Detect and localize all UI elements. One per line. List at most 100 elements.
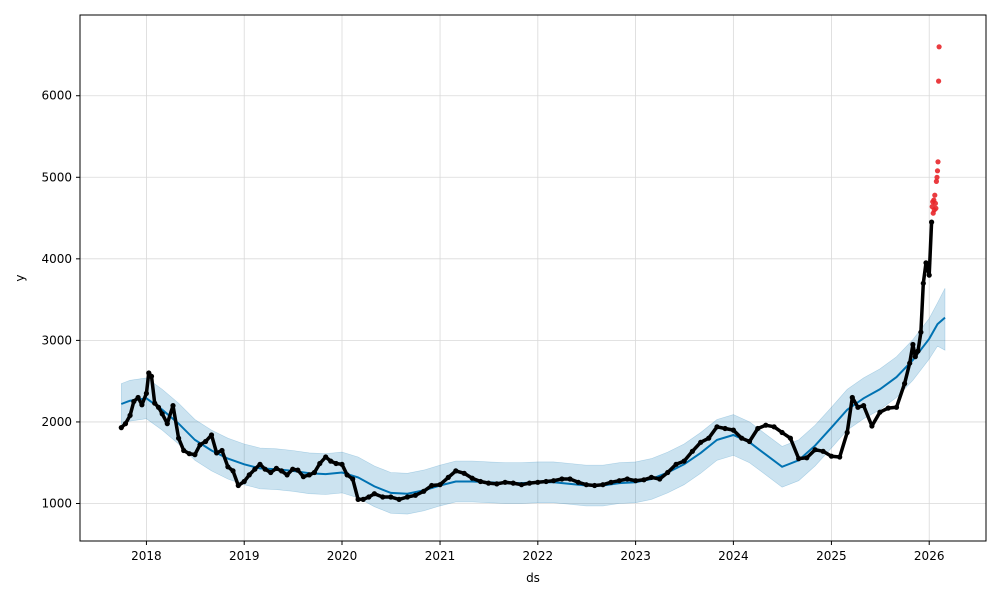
observed-point bbox=[366, 494, 372, 500]
anomaly-point bbox=[932, 200, 939, 206]
observed-point bbox=[641, 477, 647, 483]
observed-point bbox=[551, 478, 557, 484]
observed-point bbox=[388, 494, 394, 500]
observed-point bbox=[849, 394, 855, 401]
observed-point bbox=[412, 492, 418, 498]
observed-point bbox=[583, 482, 589, 488]
observed-point bbox=[616, 478, 622, 484]
observed-point bbox=[910, 341, 916, 348]
y-axis-label: y bbox=[13, 274, 27, 281]
observed-point bbox=[739, 435, 745, 441]
observed-point bbox=[893, 404, 900, 410]
observed-point bbox=[181, 447, 187, 454]
observed-point bbox=[787, 435, 794, 441]
observed-point bbox=[877, 409, 883, 415]
observed-point bbox=[673, 461, 679, 467]
observed-point bbox=[915, 348, 921, 354]
anomaly-point bbox=[933, 178, 940, 184]
observed-point bbox=[923, 260, 929, 266]
observed-point bbox=[869, 423, 875, 429]
observed-point bbox=[437, 482, 443, 488]
observed-point bbox=[665, 469, 671, 476]
observed-point bbox=[575, 479, 581, 485]
observed-point bbox=[380, 494, 386, 500]
observed-point bbox=[278, 468, 285, 474]
observed-point bbox=[152, 400, 158, 406]
observed-point bbox=[214, 450, 220, 456]
y-tick-label: 6000 bbox=[41, 89, 72, 103]
observed-point bbox=[273, 465, 279, 471]
observed-point bbox=[139, 402, 145, 408]
observed-point bbox=[339, 461, 345, 467]
observed-point bbox=[122, 421, 129, 427]
observed-point bbox=[257, 461, 263, 467]
observed-point bbox=[918, 329, 924, 335]
observed-point bbox=[143, 390, 149, 396]
x-tick-label: 2026 bbox=[914, 549, 945, 563]
observed-point bbox=[268, 469, 274, 476]
observed-point bbox=[371, 491, 377, 497]
anomaly-point bbox=[935, 159, 941, 165]
observed-point bbox=[350, 476, 356, 482]
observed-point bbox=[543, 478, 549, 485]
observed-point bbox=[219, 447, 225, 454]
observed-point bbox=[648, 474, 655, 480]
observed-point bbox=[290, 466, 296, 472]
observed-point bbox=[461, 470, 467, 476]
anomaly-point bbox=[933, 205, 939, 211]
observed-point bbox=[192, 452, 198, 458]
observed-point bbox=[323, 454, 329, 460]
x-tick-label: 2024 bbox=[718, 549, 749, 563]
x-tick-label: 2022 bbox=[523, 549, 554, 563]
observed-point bbox=[155, 404, 162, 410]
observed-point bbox=[203, 438, 209, 445]
observed-point bbox=[608, 479, 614, 485]
observed-point bbox=[567, 476, 573, 482]
observed-point bbox=[600, 482, 606, 488]
observed-point bbox=[306, 472, 312, 478]
anomaly-point bbox=[932, 192, 938, 198]
x-tick-label: 2018 bbox=[131, 549, 162, 563]
x-axis-ticks: 2018 2019 2020 2021 2022 2023 2024 2025 2026 bbox=[131, 541, 944, 563]
observed-point bbox=[300, 474, 306, 480]
observed-point bbox=[246, 472, 252, 478]
observed-point bbox=[714, 424, 720, 430]
anomaly-point bbox=[934, 174, 940, 180]
observed-point bbox=[159, 411, 165, 417]
grid bbox=[80, 15, 986, 541]
observed-point bbox=[118, 425, 124, 431]
observed-point bbox=[485, 480, 492, 486]
plot-area-frame bbox=[79, 14, 987, 542]
observed-point bbox=[176, 435, 182, 441]
observed-point bbox=[681, 458, 687, 464]
observed-point bbox=[127, 412, 133, 418]
observed-point bbox=[755, 425, 761, 432]
observed-point bbox=[902, 381, 908, 387]
y-tick-label: 2000 bbox=[41, 415, 72, 429]
observed-point bbox=[225, 464, 231, 470]
observed-point bbox=[494, 481, 500, 487]
observed-point bbox=[624, 476, 630, 482]
observed-point bbox=[855, 404, 861, 410]
observed-point bbox=[926, 272, 932, 278]
observed-point bbox=[706, 435, 712, 441]
observed-point bbox=[355, 496, 361, 502]
x-tick-label: 2025 bbox=[816, 549, 847, 563]
observed-point bbox=[518, 482, 525, 488]
observed-point bbox=[698, 439, 704, 445]
observed-point bbox=[164, 421, 170, 427]
observed-point bbox=[689, 448, 696, 454]
anomaly-point bbox=[936, 44, 942, 50]
x-tick-label: 2021 bbox=[425, 549, 456, 563]
y-tick-label: 5000 bbox=[41, 170, 72, 184]
observed-point bbox=[445, 474, 451, 480]
observed-point bbox=[262, 466, 268, 472]
observed-point bbox=[812, 447, 818, 453]
anomaly-point bbox=[934, 168, 941, 174]
observed-point bbox=[592, 482, 598, 489]
observed-point bbox=[746, 438, 753, 445]
observed-point bbox=[477, 478, 484, 485]
observed-point bbox=[252, 466, 258, 472]
observed-point bbox=[311, 469, 317, 476]
